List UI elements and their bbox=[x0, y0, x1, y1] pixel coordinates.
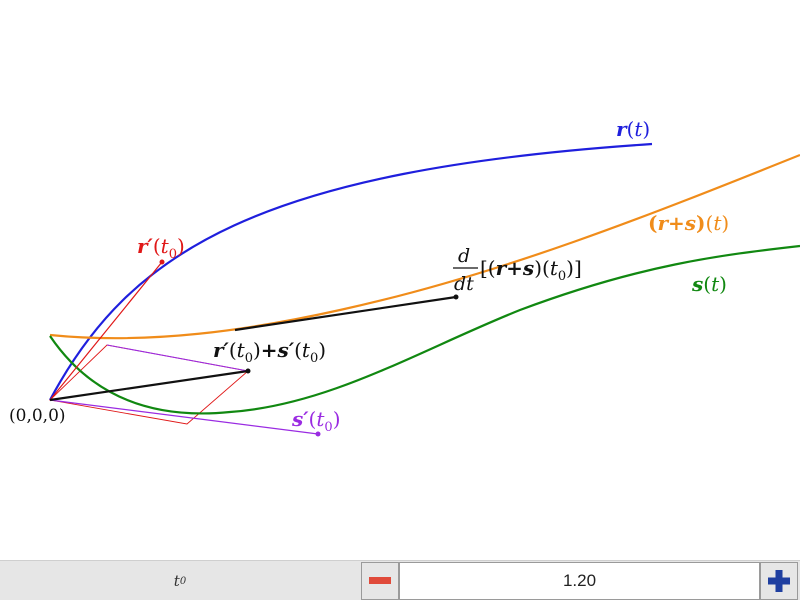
tangent-sum-tip bbox=[453, 294, 459, 300]
minus-icon bbox=[369, 577, 391, 584]
label-bracket-expr: [(r+s)(t0)] bbox=[480, 256, 582, 284]
curve-sum bbox=[49, 153, 800, 340]
vector-sum-prime bbox=[49, 369, 249, 402]
plus-icon bbox=[768, 570, 790, 592]
parameter-value-field[interactable]: 1.20 bbox=[399, 562, 760, 600]
decrement-button[interactable] bbox=[361, 562, 399, 600]
purple-edge-left bbox=[49, 399, 319, 435]
curve-r bbox=[49, 142, 653, 401]
label-sum-prime: r′(t0)+s′(t0) bbox=[213, 338, 326, 366]
increment-button[interactable] bbox=[760, 562, 798, 600]
label-s-t: s(t) bbox=[691, 272, 727, 296]
label-d: d bbox=[458, 245, 470, 267]
diagram-canvas: r(t) (r+s)(t) s(t) r′(t0) r′(t0)+s′(t0) … bbox=[9, 117, 800, 437]
label-sum-t: (r+s)(t) bbox=[648, 211, 729, 235]
label-r-prime: r′(t0) bbox=[137, 234, 185, 262]
label-dt: dt bbox=[454, 273, 474, 295]
purple-edge-top bbox=[106, 344, 249, 372]
label-derivative-sum: d dt [(r+s)(t0)] bbox=[453, 245, 582, 295]
label-r-t: r(t) bbox=[616, 117, 650, 141]
vector-r-prime-tip bbox=[159, 259, 165, 265]
curve-s bbox=[49, 244, 800, 415]
label-s-prime: s′(t0) bbox=[291, 407, 341, 435]
vector-sum-prime-tip bbox=[245, 368, 251, 374]
vector-r-prime bbox=[49, 261, 163, 401]
tangent-sum bbox=[234, 295, 457, 332]
vector-s-prime-tip bbox=[315, 431, 321, 437]
param-name: t bbox=[173, 572, 180, 590]
origin-label: (0,0,0) bbox=[9, 406, 66, 426]
param-subscript: 0 bbox=[179, 575, 187, 587]
